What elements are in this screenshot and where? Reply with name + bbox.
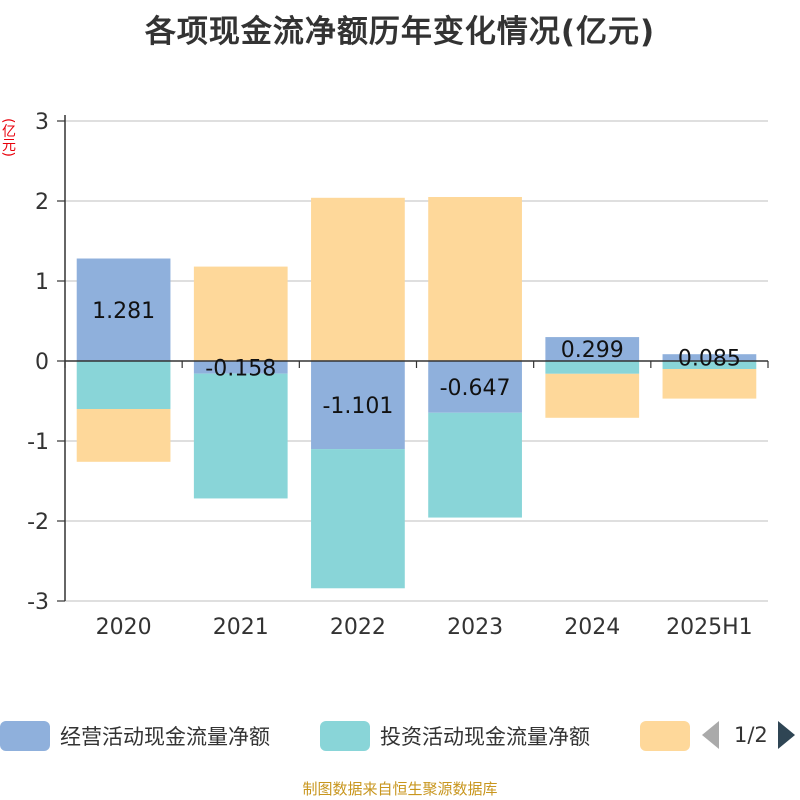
y-tick-label: 1 <box>35 270 49 295</box>
legend-item-operating[interactable]: 经营活动现金流量净额 <box>0 716 270 756</box>
y-tick-label: -3 <box>27 590 49 615</box>
bar-third-series <box>193 266 288 361</box>
bar-operating <box>545 337 640 361</box>
y-tick-label: 0 <box>35 350 49 375</box>
x-tick-label: 2022 <box>330 615 386 640</box>
legend: 经营活动现金流量净额 投资活动现金流量净额 <box>0 716 800 756</box>
bar-third-series <box>545 373 640 418</box>
legend-label-operating: 经营活动现金流量净额 <box>60 725 270 749</box>
chart-title: 各项现金流净额历年变化情况(亿元) <box>144 14 656 50</box>
legend-next-page-icon[interactable] <box>777 721 795 749</box>
y-tick-label: -2 <box>27 510 49 535</box>
bar-third-series <box>311 197 405 361</box>
data-label: -1.101 <box>322 394 393 419</box>
bar-investing <box>545 361 640 374</box>
data-labels: 1.281 -0.158 -1.101 -0.647 0.299 0.085 <box>92 299 741 419</box>
bar-third-series <box>662 369 757 399</box>
data-label: -0.647 <box>440 376 511 401</box>
bar-operating <box>311 361 405 450</box>
y-tick-label: -1 <box>27 430 49 455</box>
legend-label-investing: 投资活动现金流量净额 <box>380 725 590 749</box>
x-tick-label: 2021 <box>213 615 269 640</box>
bar-operating <box>76 258 171 361</box>
legend-pager: 1/2 <box>700 718 800 752</box>
bar-investing <box>662 361 757 369</box>
y-tick-label: 2 <box>35 190 49 215</box>
bar-investing <box>428 412 522 518</box>
axes: 3 2 1 0 -1 -2 -3 2020 2021 2022 2023 2024 2025H1 <box>27 110 769 640</box>
x-tick-label: 2024 <box>564 615 620 640</box>
y-axis-unit: (亿元) <box>0 118 16 157</box>
legend-swatch-investing <box>320 721 370 751</box>
data-label: 1.281 <box>92 299 155 324</box>
legend-prev-page-icon[interactable] <box>702 721 719 749</box>
legend-swatch-operating <box>0 721 50 751</box>
bar-operating <box>662 354 757 361</box>
bar-operating <box>428 361 522 413</box>
data-label: 0.299 <box>561 338 624 363</box>
data-source-note: 制图数据来自恒生聚源数据库 <box>302 780 498 798</box>
bar-investing <box>311 449 405 589</box>
legend-item-investing[interactable]: 投资活动现金流量净额 <box>320 716 590 756</box>
grid-lines <box>65 120 768 602</box>
legend-page-indicator: 1/2 <box>734 723 768 747</box>
bars <box>76 197 757 589</box>
bar-investing <box>76 361 171 409</box>
bar-third-series <box>76 409 171 462</box>
data-label: 0.085 <box>678 347 741 372</box>
x-tick-label: 2025H1 <box>666 615 753 640</box>
legend-swatch-third-series <box>640 721 690 751</box>
legend-item-third-series[interactable] <box>640 716 700 756</box>
y-tick-label: 3 <box>35 110 49 135</box>
x-tick-label: 2020 <box>96 615 152 640</box>
bar-third-series <box>428 197 522 361</box>
bar-operating <box>193 361 288 374</box>
bar-investing <box>193 373 288 499</box>
data-label: -0.158 <box>205 356 276 381</box>
x-tick-label: 2023 <box>447 615 503 640</box>
